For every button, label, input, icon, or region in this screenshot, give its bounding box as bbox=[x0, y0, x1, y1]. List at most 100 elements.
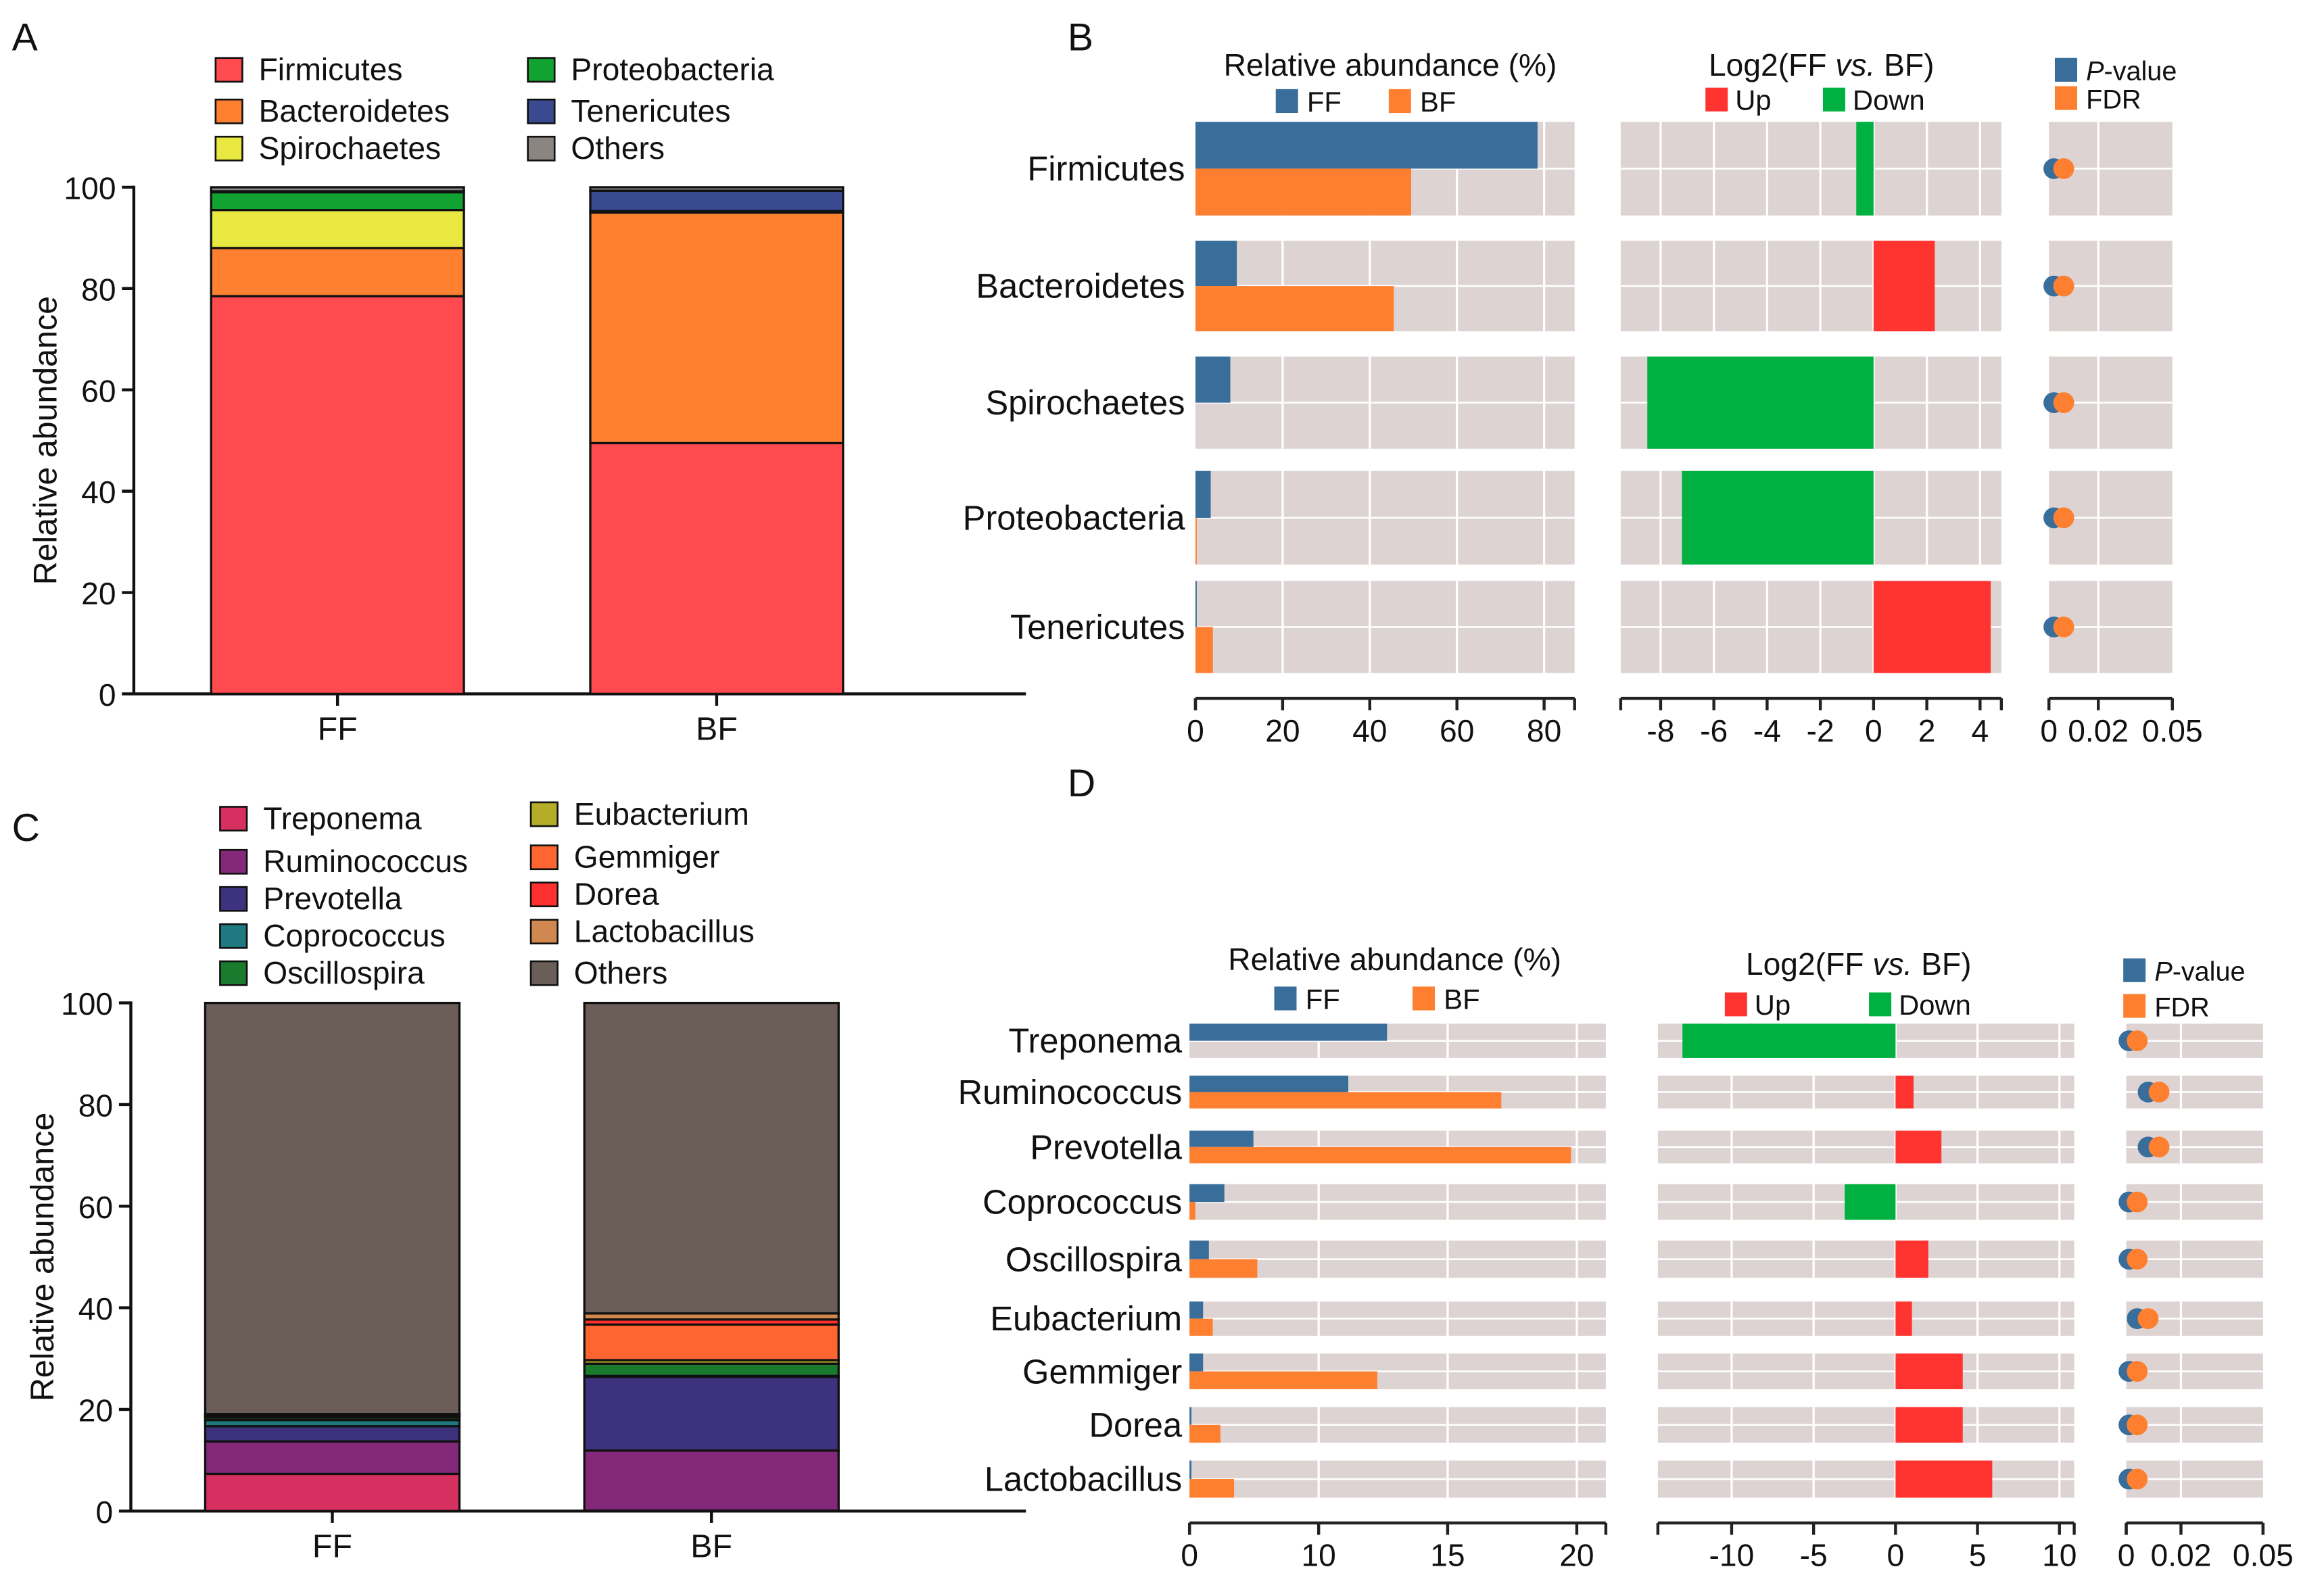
panel-label-d: D bbox=[1068, 762, 1095, 805]
row-eubacterium: Eubacterium bbox=[990, 1299, 2263, 1338]
log2fc-bar-oscillospira bbox=[1895, 1240, 1928, 1278]
fdr-point-firmicutes bbox=[2053, 158, 2074, 179]
log2fc-bar-spirochaetes bbox=[1647, 356, 1874, 449]
x-tick-label: 0.05 bbox=[2233, 1538, 2294, 1569]
row-bacteroidetes: Bacteroidetes bbox=[976, 241, 2173, 332]
bar-bf-firmicutes bbox=[1195, 168, 1412, 216]
fdr-point-prevotella bbox=[2148, 1136, 2170, 1158]
bar-ff-eubacterium bbox=[1189, 1301, 1204, 1319]
x-tick-label: -8 bbox=[1646, 713, 1674, 748]
legend-swatch-p-value bbox=[2054, 57, 2077, 82]
row-label: Proteobacteria bbox=[963, 499, 1186, 537]
x-tick-label: 0 bbox=[1887, 1538, 1905, 1569]
panel-label-a: A bbox=[12, 16, 38, 59]
bar-bf-prevotella bbox=[1189, 1146, 1571, 1163]
legend-label: Ruminococcus bbox=[263, 844, 468, 879]
bar-segment-bf-gemmiger bbox=[583, 1323, 840, 1361]
bar-bf-coprococcus bbox=[1189, 1202, 1195, 1220]
legend-label: P-value bbox=[2086, 57, 2177, 87]
abundance-title: Relative abundance (%) bbox=[1228, 942, 1561, 977]
row-proteobacteria: Proteobacteria bbox=[963, 470, 2173, 565]
legend-swatch-bacteroidetes bbox=[214, 98, 243, 124]
log2fc-title-part: BF) bbox=[1912, 946, 1971, 982]
log2fc-title-part: BF) bbox=[1875, 47, 1934, 82]
bar-segment-ff-proteobacteria bbox=[210, 191, 465, 212]
bar-segment-ff-treponema bbox=[204, 1472, 461, 1512]
fdr-point-treponema bbox=[2127, 1030, 2148, 1052]
y-tick-label: 100 bbox=[61, 986, 113, 1021]
bar-ff-prevotella bbox=[1189, 1130, 1254, 1147]
legend-label: Up bbox=[1755, 989, 1791, 1021]
legend-label: Bacteroidetes bbox=[259, 93, 450, 128]
legend-label: FF bbox=[1306, 983, 1340, 1015]
row-label: Dorea bbox=[1089, 1405, 1183, 1444]
x-tick-label: -4 bbox=[1753, 713, 1781, 748]
legend-swatch-ff bbox=[1274, 986, 1297, 1011]
legend-label: Firmicutes bbox=[259, 52, 403, 87]
row-label: Treponema bbox=[1009, 1021, 1183, 1060]
legend-swatch-fdr bbox=[2123, 994, 2146, 1018]
fdr-point-eubacterium bbox=[2137, 1308, 2159, 1330]
legend-swatch-prevotella bbox=[219, 886, 248, 912]
bar-ff-coprococcus bbox=[1189, 1184, 1225, 1203]
log2fc-title-part: Log2(FF bbox=[1746, 946, 1872, 982]
row-coprococcus: Coprococcus bbox=[982, 1183, 2263, 1222]
legend-label: Gemmiger bbox=[574, 840, 719, 875]
legend-label-part: P bbox=[2154, 957, 2173, 987]
bar-segment-ff-bacteroidetes bbox=[210, 247, 465, 297]
log2fc-bar-prevotella bbox=[1895, 1130, 1942, 1163]
x-tick-label: 2 bbox=[1918, 713, 1936, 748]
legend-swatch-coprococcus bbox=[219, 923, 248, 949]
bar-segment-ff-others bbox=[204, 1001, 461, 1416]
bar-segment-bf-oscillospira bbox=[583, 1362, 840, 1377]
legend-label: Oscillospira bbox=[263, 955, 425, 990]
bar-bf-lactobacillus bbox=[1189, 1479, 1235, 1498]
row-label: Firmicutes bbox=[1027, 149, 1185, 188]
legend-swatch-oscillospira bbox=[219, 960, 248, 986]
legend-label: Down bbox=[1853, 85, 1925, 116]
fdr-point-tenericutes bbox=[2053, 617, 2074, 637]
log2fc-bar-gemmiger bbox=[1895, 1353, 1963, 1390]
bar-ff-gemmiger bbox=[1189, 1353, 1204, 1372]
log2fc-title: Log2(FF vs. BF) bbox=[1709, 47, 1935, 82]
bar-segment-bf-others bbox=[589, 186, 845, 192]
bar-segment-ff-firmicutes bbox=[210, 295, 465, 696]
bar-ff-lactobacillus bbox=[1189, 1460, 1192, 1480]
x-tick-label: 0 bbox=[2040, 713, 2058, 748]
legend-swatch-treponema bbox=[219, 806, 248, 831]
row-label: Spirochaetes bbox=[985, 383, 1185, 422]
bar-ff-bacteroidetes bbox=[1195, 241, 1237, 287]
y-tick-label: 0 bbox=[99, 677, 116, 713]
legend-label: Down bbox=[1899, 989, 1971, 1021]
x-tick-label: 0.02 bbox=[2068, 713, 2129, 748]
legend-swatch-down bbox=[1822, 87, 1845, 112]
legend-swatch-bf bbox=[1388, 89, 1411, 114]
bar-ff-treponema bbox=[1189, 1023, 1388, 1041]
legend-label: Tenericutes bbox=[571, 93, 730, 128]
legend-label: FDR bbox=[2154, 992, 2209, 1022]
log2fc-bar-ruminococcus bbox=[1895, 1076, 1914, 1109]
x-tick-label: -2 bbox=[1807, 713, 1834, 748]
log2fc-bar-coprococcus bbox=[1845, 1184, 1896, 1220]
legend-swatch-tenericutes bbox=[527, 98, 556, 124]
legend-swatch-ruminococcus bbox=[219, 848, 248, 875]
x-tick-label: 60 bbox=[1440, 713, 1474, 748]
y-tick-label: 60 bbox=[78, 1190, 113, 1225]
legend-swatch-down bbox=[1869, 992, 1892, 1017]
y-axis-label: Relative abundance bbox=[28, 296, 64, 585]
row-label: Coprococcus bbox=[982, 1183, 1182, 1222]
x-tick-label: 15 bbox=[1430, 1538, 1465, 1569]
y-tick-label: 40 bbox=[81, 475, 116, 510]
legend-label: Up bbox=[1735, 85, 1771, 116]
bar-bf-eubacterium bbox=[1189, 1318, 1213, 1336]
legend-label: BF bbox=[1420, 86, 1456, 118]
bar-ff-oscillospira bbox=[1189, 1240, 1209, 1259]
legend-label-part: FDR bbox=[2154, 992, 2209, 1022]
fdr-point-coprococcus bbox=[2127, 1191, 2148, 1213]
x-tick-label: 10 bbox=[2042, 1538, 2077, 1569]
legend-label: Others bbox=[574, 955, 668, 990]
legend-label: Treponema bbox=[263, 800, 422, 836]
legend-label: P-value bbox=[2154, 957, 2245, 987]
y-tick-label: 100 bbox=[64, 171, 116, 206]
